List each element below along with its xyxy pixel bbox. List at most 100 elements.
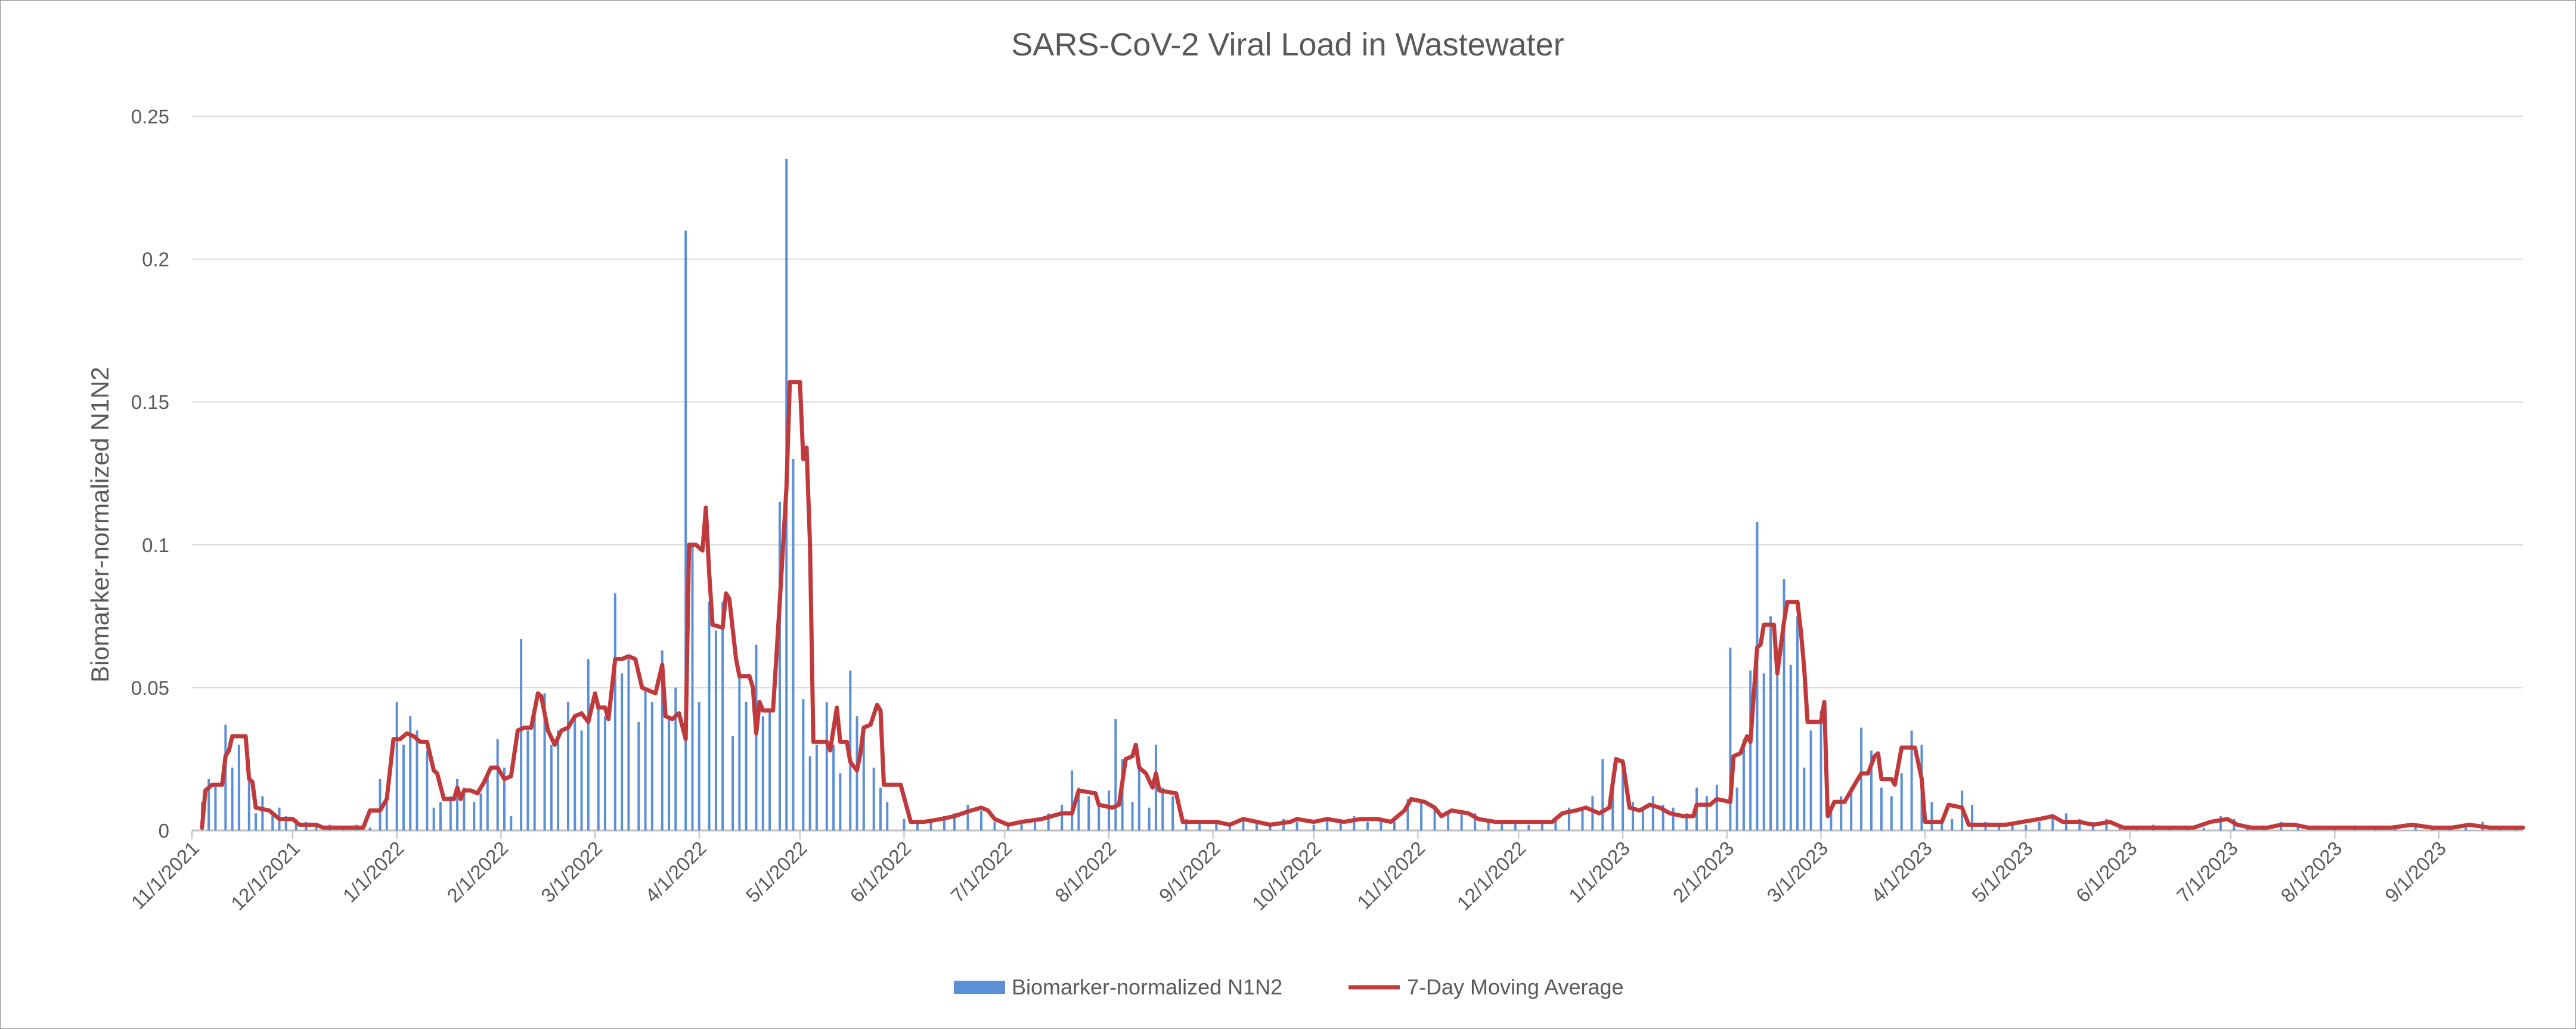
bar xyxy=(567,702,570,830)
bar xyxy=(1487,819,1490,830)
bar xyxy=(1171,796,1174,830)
bar xyxy=(1353,816,1356,830)
y-tick-label: 0.25 xyxy=(131,106,169,128)
bar xyxy=(872,767,875,830)
bar xyxy=(603,716,606,830)
y-tick-label: 0.1 xyxy=(142,534,169,556)
bar xyxy=(2051,816,2054,830)
bar xyxy=(708,602,711,830)
bar xyxy=(385,802,388,830)
bar xyxy=(231,767,234,830)
bar xyxy=(1890,796,1893,830)
x-tick-label: 2/1/2023 xyxy=(1669,837,1738,907)
bar xyxy=(395,702,398,830)
x-tick-label: 10/1/2022 xyxy=(1248,837,1325,915)
y-tick-label: 0 xyxy=(159,820,169,842)
bar xyxy=(1803,767,1806,830)
bar xyxy=(1215,822,1218,830)
bar xyxy=(1641,807,1644,830)
bar xyxy=(557,730,560,830)
bar xyxy=(1940,822,1943,830)
bar xyxy=(1020,822,1023,830)
bar xyxy=(247,779,250,830)
bar xyxy=(661,650,664,830)
bar xyxy=(486,773,489,830)
bar xyxy=(1108,790,1111,830)
bar xyxy=(1501,822,1504,830)
bar xyxy=(1809,730,1812,830)
bar xyxy=(1819,710,1822,830)
bar xyxy=(698,702,700,830)
bar xyxy=(379,779,382,830)
bar xyxy=(1796,616,1799,830)
bar xyxy=(1114,719,1117,830)
bar xyxy=(839,773,842,830)
bar xyxy=(1255,822,1258,830)
x-tick-label: 9/1/2022 xyxy=(1155,837,1225,907)
bar xyxy=(1789,665,1792,830)
bar xyxy=(1971,804,1974,830)
bar xyxy=(261,796,264,830)
x-tick-label: 3/1/2023 xyxy=(1762,837,1832,907)
bar xyxy=(1705,796,1708,830)
bar xyxy=(886,802,889,830)
bar xyxy=(993,822,996,830)
bar-series xyxy=(200,159,2518,830)
bar xyxy=(479,793,482,830)
bar xyxy=(496,739,499,830)
bar xyxy=(1514,822,1517,830)
bar xyxy=(1034,819,1037,830)
bar xyxy=(1161,788,1164,830)
x-tick-label: 1/1/2022 xyxy=(339,837,408,907)
bar xyxy=(1685,813,1688,830)
bar xyxy=(1420,802,1423,830)
bar xyxy=(1762,673,1765,830)
chart-title: SARS-CoV-2 Viral Load in Wastewater xyxy=(1011,27,1564,63)
bar xyxy=(808,756,811,830)
bar xyxy=(2465,827,2467,830)
bar xyxy=(587,659,590,830)
bar xyxy=(1474,813,1477,830)
bar xyxy=(1900,773,1903,830)
bar xyxy=(832,745,835,830)
legend: Biomarker-normalized N1N2 7-Day Moving A… xyxy=(954,975,1624,999)
bar xyxy=(1380,819,1382,830)
bar xyxy=(255,813,258,830)
x-tick-label: 12/1/2021 xyxy=(227,837,304,915)
bar xyxy=(368,827,371,830)
bar xyxy=(621,673,624,830)
bar xyxy=(473,802,476,830)
bar xyxy=(2038,822,2041,830)
bar xyxy=(1185,819,1188,830)
bar xyxy=(644,687,647,830)
bar xyxy=(802,699,805,830)
legend-bar-label: Biomarker-normalized N1N2 xyxy=(1012,975,1282,999)
bar xyxy=(416,730,419,830)
bar xyxy=(761,716,764,830)
bar xyxy=(432,807,435,830)
x-tick-label: 5/1/2022 xyxy=(742,837,811,907)
x-tick-label: 6/1/2022 xyxy=(845,837,915,907)
x-tick-labels: 11/1/2021 12/1/2021 1/1/2022 2/1/2022 3/1/20… xyxy=(127,830,2450,915)
bar xyxy=(1047,813,1050,830)
moving-average-line xyxy=(200,380,2525,830)
bar xyxy=(825,702,828,830)
bar xyxy=(1339,822,1342,830)
bar xyxy=(2011,822,2014,830)
bar xyxy=(637,721,640,830)
bar xyxy=(1735,788,1738,830)
legend-bar-swatch xyxy=(954,981,1005,994)
x-tick-label: 8/1/2022 xyxy=(1050,837,1120,907)
bar xyxy=(684,230,687,830)
x-tick-label: 7/1/2022 xyxy=(946,837,1016,907)
bar xyxy=(574,716,576,830)
bar xyxy=(1661,804,1664,830)
bar xyxy=(1137,767,1140,830)
bar xyxy=(1651,796,1654,830)
bar xyxy=(2105,819,2108,830)
bar xyxy=(224,724,227,830)
x-tick-label: 11/1/2022 xyxy=(1353,837,1429,913)
bar xyxy=(1601,759,1604,830)
bar xyxy=(207,779,210,830)
